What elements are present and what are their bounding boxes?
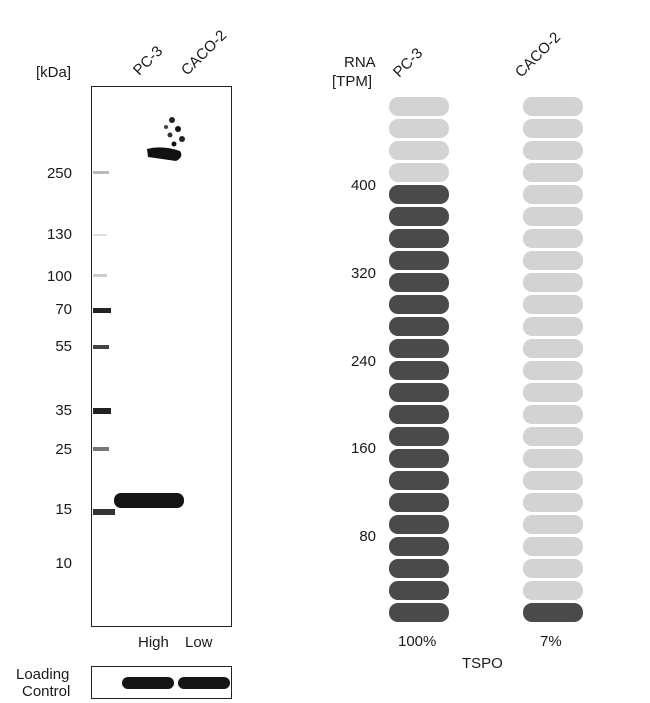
- rna-pill-pc3-empty: [389, 119, 449, 138]
- rna-pill-pc3-filled: [389, 317, 449, 336]
- marker-100: 100: [46, 268, 72, 285]
- loading-control-blot: [91, 666, 232, 699]
- rna-column-caco2: [523, 97, 583, 622]
- marker-130: 130: [46, 226, 72, 243]
- rna-pill-caco2-empty: [523, 427, 583, 446]
- rna-pill-pc3-filled: [389, 515, 449, 534]
- rna-pill-caco2-empty: [523, 97, 583, 116]
- marker-55: 55: [55, 338, 72, 355]
- rna-tick-400: 400: [350, 177, 376, 194]
- rna-pill-pc3-empty: [389, 163, 449, 182]
- rna-pill-pc3-filled: [389, 405, 449, 424]
- rna-pill-caco2-empty: [523, 339, 583, 358]
- rna-pill-pc3-filled: [389, 449, 449, 468]
- rna-pill-caco2-empty: [523, 559, 583, 578]
- loading-label-line2: Control: [22, 683, 71, 700]
- western-blot-image: [91, 86, 232, 627]
- rna-pill-caco2-empty: [523, 449, 583, 468]
- expression-low-label: Low: [185, 634, 213, 651]
- rna-pill-pc3-empty: [389, 141, 449, 160]
- marker-35: 35: [55, 402, 72, 419]
- rna-pill-caco2-empty: [523, 141, 583, 160]
- rna-tick-320: 320: [350, 265, 376, 282]
- rna-percent-caco2: 7%: [540, 633, 562, 650]
- gene-name: TSPO: [462, 655, 503, 672]
- marker-25: 25: [55, 441, 72, 458]
- marker-70: 70: [55, 301, 72, 318]
- lane-label-caco2: CACO-2: [177, 26, 231, 79]
- rna-percent-pc3: 100%: [398, 633, 437, 650]
- rna-pill-pc3-filled: [389, 339, 449, 358]
- rna-pill-pc3-filled: [389, 493, 449, 512]
- rna-pill-caco2-empty: [523, 405, 583, 424]
- expression-high-label: High: [138, 634, 169, 651]
- loading-bands: [122, 677, 230, 689]
- rna-pill-pc3-empty: [389, 97, 449, 116]
- rna-axis-label-line1: RNA: [344, 54, 376, 71]
- rna-tick-80: 80: [359, 528, 376, 545]
- rna-pill-caco2-empty: [523, 317, 583, 336]
- rna-pill-caco2-empty: [523, 207, 583, 226]
- marker-10: 10: [55, 555, 72, 572]
- rna-pill-pc3-filled: [389, 603, 449, 622]
- blot-bands: [93, 117, 185, 515]
- rna-pill-caco2-empty: [523, 273, 583, 292]
- rna-pill-caco2-empty: [523, 361, 583, 380]
- rna-pill-caco2-empty: [523, 163, 583, 182]
- rna-pill-caco2-empty: [523, 185, 583, 204]
- rna-sample-label-caco2: CACO-2: [511, 28, 565, 81]
- rna-column-pc3: [389, 97, 449, 622]
- rna-pill-caco2-empty: [523, 229, 583, 248]
- marker-15: 15: [55, 501, 72, 518]
- rna-pill-pc3-filled: [389, 471, 449, 490]
- rna-pill-caco2-filled: [523, 603, 583, 622]
- rna-pill-pc3-filled: [389, 251, 449, 270]
- rna-tick-240: 240: [350, 353, 376, 370]
- rna-pill-pc3-filled: [389, 229, 449, 248]
- rna-tick-160: 160: [350, 440, 376, 457]
- rna-pill-pc3-filled: [389, 295, 449, 314]
- lane-label-pc3: PC-3: [129, 42, 167, 79]
- rna-pill-caco2-empty: [523, 581, 583, 600]
- rna-pill-pc3-filled: [389, 185, 449, 204]
- rna-pill-pc3-filled: [389, 383, 449, 402]
- rna-pill-caco2-empty: [523, 471, 583, 490]
- kda-unit-label: [kDa]: [36, 64, 72, 81]
- rna-pill-caco2-empty: [523, 493, 583, 512]
- rna-pill-caco2-empty: [523, 119, 583, 138]
- rna-pill-caco2-empty: [523, 251, 583, 270]
- rna-pill-pc3-filled: [389, 581, 449, 600]
- rna-pill-pc3-filled: [389, 537, 449, 556]
- rna-axis-label-line2: [TPM]: [332, 73, 372, 90]
- marker-250: 250: [46, 165, 72, 182]
- rna-pill-pc3-filled: [389, 207, 449, 226]
- rna-pill-pc3-filled: [389, 273, 449, 292]
- rna-pill-caco2-empty: [523, 537, 583, 556]
- rna-pill-pc3-filled: [389, 427, 449, 446]
- rna-pill-pc3-filled: [389, 361, 449, 380]
- loading-label-line1: Loading: [16, 666, 70, 683]
- rna-pill-pc3-filled: [389, 559, 449, 578]
- rna-pill-caco2-empty: [523, 295, 583, 314]
- rna-pill-caco2-empty: [523, 515, 583, 534]
- rna-pill-caco2-empty: [523, 383, 583, 402]
- rna-sample-label-pc3: PC-3: [389, 44, 427, 81]
